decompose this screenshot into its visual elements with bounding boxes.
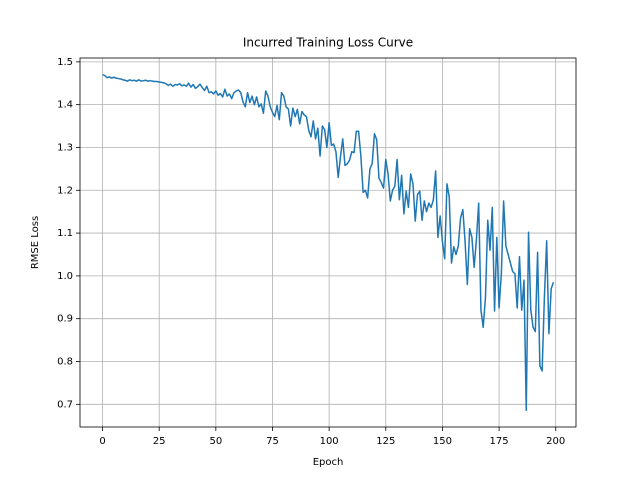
x-tick-label: 75 bbox=[266, 436, 279, 447]
axes-frame bbox=[79, 57, 577, 428]
x-tick-label: 0 bbox=[99, 436, 105, 447]
y-tick-label: 1.1 bbox=[57, 228, 73, 239]
y-tick-label: 1.5 bbox=[57, 57, 73, 68]
x-tick-label: 50 bbox=[209, 436, 222, 447]
y-tick-label: 1.2 bbox=[57, 185, 73, 196]
x-tick-label: 25 bbox=[153, 436, 166, 447]
y-tick-label: 1.3 bbox=[57, 142, 73, 153]
x-tick-label: 100 bbox=[320, 436, 339, 447]
x-tick-label: 125 bbox=[376, 436, 395, 447]
plot-layer bbox=[102, 73, 555, 412]
y-axis-label: RMSE Loss bbox=[30, 216, 41, 269]
x-tick-label: 200 bbox=[546, 436, 565, 447]
loss-line bbox=[102, 73, 555, 412]
y-tick-label: 1.4 bbox=[57, 100, 73, 111]
x-tick-label: 175 bbox=[490, 436, 509, 447]
y-tick-label: 0.8 bbox=[57, 357, 73, 368]
chart-title: Incurred Training Loss Curve bbox=[243, 36, 413, 50]
y-tick-label: 0.9 bbox=[57, 314, 73, 325]
x-tick-label: 150 bbox=[433, 436, 452, 447]
x-axis-label: Epoch bbox=[313, 457, 344, 468]
y-tick-label: 1.0 bbox=[57, 271, 73, 282]
y-tick-label: 0.7 bbox=[57, 399, 73, 410]
